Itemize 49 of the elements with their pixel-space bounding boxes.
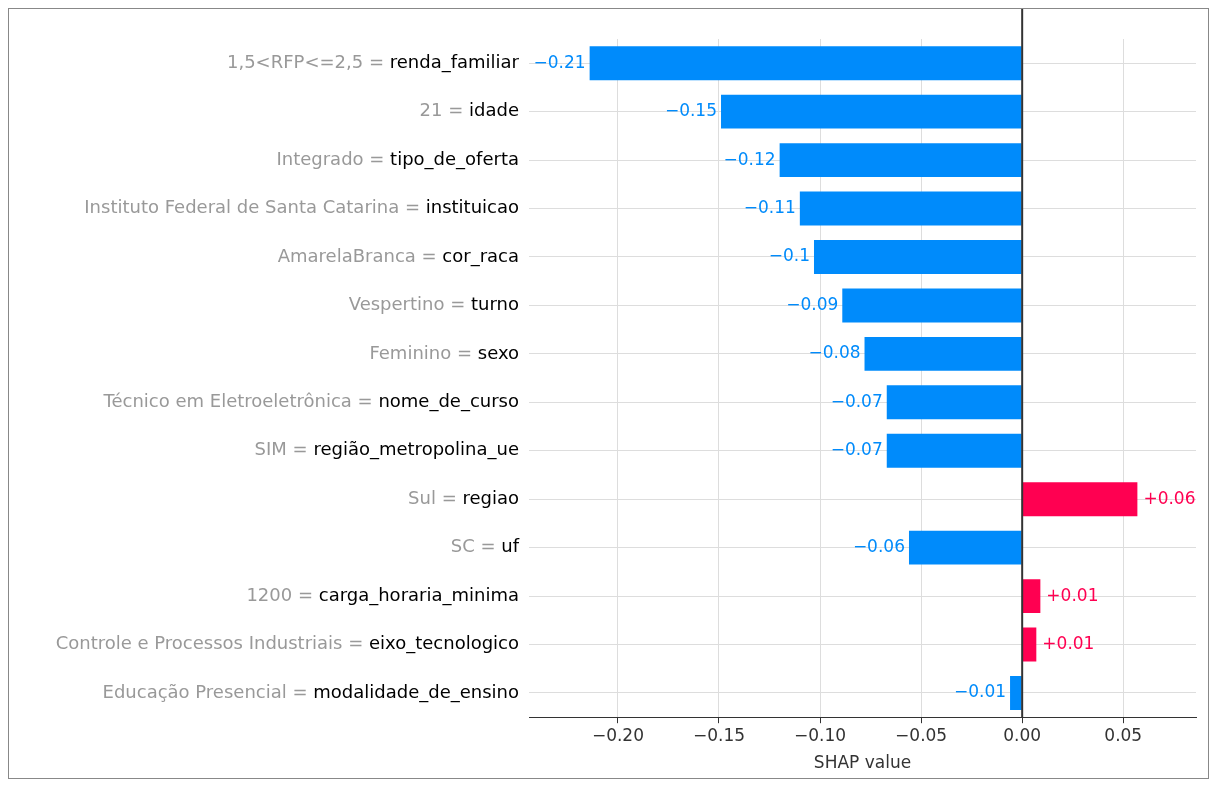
y-tick-label: Feminino = sexo: [369, 341, 519, 363]
bar: [813, 240, 1022, 274]
data-label: −0.08: [808, 342, 861, 363]
data-label: +0.01: [1042, 632, 1095, 653]
x-tick-label: −0.15: [692, 724, 746, 745]
data-label: −0.12: [723, 148, 776, 169]
data-label: −0.1: [768, 245, 810, 266]
x-tick-label: −0.20: [591, 724, 644, 745]
y-tick-label: 21 = idade: [419, 99, 520, 121]
data-label: −0.01: [953, 681, 1007, 702]
bar: [864, 336, 1022, 371]
data-label: −0.11: [743, 196, 796, 217]
y-tick-label: 1200 = carga_horaria_minima: [246, 583, 520, 606]
x-tick-label: −0.10: [794, 724, 847, 745]
x-tick-label: −0.05: [895, 724, 948, 745]
bar: [1022, 482, 1138, 517]
data-label: −0.21: [533, 51, 586, 72]
y-tick-label: SIM = região_metropolina_ue: [254, 438, 519, 461]
bar: [908, 530, 1022, 565]
y-tick-label: 1,5<RFP<=2,5 = renda_familiar: [226, 50, 520, 73]
bar: [799, 191, 1022, 226]
bar: [1010, 676, 1022, 710]
bar: [842, 288, 1022, 323]
bar: [779, 143, 1022, 178]
bar: [1022, 579, 1041, 614]
bar: [886, 385, 1022, 420]
y-tick-label: AmarelaBranca = cor_raca: [277, 244, 519, 267]
data-label: −0.15: [664, 100, 718, 121]
y-tick-label: Vespertino = turno: [348, 293, 520, 315]
bar: [721, 94, 1022, 129]
y-tick-label: SC = uf: [450, 535, 520, 557]
data-label: −0.07: [830, 390, 883, 411]
y-tick-label: Técnico em Eletroeletrônica = nome_de_curso: [102, 389, 519, 412]
x-axis-title: SHAP value: [813, 752, 912, 773]
bar: [886, 433, 1022, 468]
y-tick-label: Integrado = tipo_de_oferta: [276, 147, 520, 170]
x-tick-label: 0.05: [1104, 724, 1143, 745]
bar: [589, 46, 1022, 81]
data-label: −0.06: [852, 536, 905, 557]
data-label: −0.07: [830, 439, 883, 460]
y-tick-label: Educação Presencial = modalidade_de_ensino: [102, 680, 520, 703]
x-tick-label: 0.00: [1003, 724, 1042, 745]
data-label: +0.06: [1143, 487, 1196, 508]
y-tick-label: Instituto Federal de Santa Catarina = instituicao: [84, 196, 520, 218]
bar: [1022, 627, 1037, 662]
data-label: +0.01: [1046, 584, 1099, 605]
y-tick-label: Controle e Processos Industriais = eixo_tecnologico: [55, 632, 520, 655]
data-label: −0.09: [786, 293, 839, 314]
y-tick-label: Sul = regiao: [408, 486, 520, 508]
